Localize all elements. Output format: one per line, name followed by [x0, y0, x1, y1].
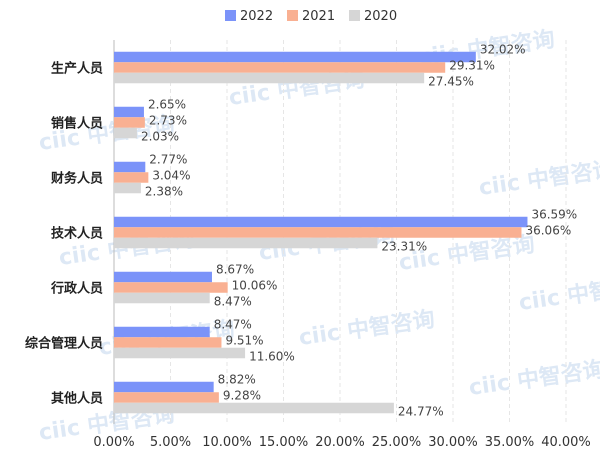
data-label: 9.28% — [223, 389, 261, 403]
data-label: 24.77% — [398, 405, 444, 419]
bar — [114, 347, 246, 359]
x-tick-label: 40.00% — [541, 435, 591, 450]
bar — [114, 392, 219, 403]
category-label: 技术人员 — [51, 226, 103, 242]
data-label: 8.47% — [214, 295, 252, 309]
category-label: 行政人员 — [50, 281, 103, 297]
bar — [114, 237, 378, 249]
category-label: 生产人员 — [51, 61, 103, 77]
x-tick-label: 5.00% — [150, 435, 191, 450]
data-label: 27.45% — [428, 75, 474, 89]
bar — [114, 161, 146, 173]
bar — [114, 172, 149, 183]
category-label: 销售人员 — [51, 116, 103, 132]
bar — [114, 62, 446, 73]
bar — [114, 402, 394, 414]
x-tick-label: 25.00% — [372, 435, 422, 450]
bar — [114, 117, 145, 128]
data-label: 2.73% — [149, 114, 187, 128]
data-label: 2.65% — [148, 98, 186, 112]
x-tick-label: 15.00% — [259, 435, 309, 450]
x-tick-label: 0.00% — [93, 435, 134, 450]
bar — [114, 127, 137, 139]
data-label: 10.06% — [232, 279, 278, 293]
category-label: 综合管理人员 — [25, 336, 103, 352]
bar — [114, 271, 212, 283]
bar — [114, 227, 522, 238]
data-label: 32.02% — [480, 43, 526, 57]
legend-swatch — [287, 10, 298, 21]
legend-swatch — [225, 10, 236, 21]
data-label: 11.60% — [249, 350, 295, 364]
watermark-text: ciic 中智咨询 — [397, 231, 536, 276]
x-tick-label: 35.00% — [485, 435, 535, 450]
bar — [114, 216, 528, 228]
x-tick-label: 10.00% — [202, 435, 252, 450]
data-label: 29.31% — [449, 59, 495, 73]
data-label: 2.77% — [149, 153, 187, 167]
data-label: 23.31% — [381, 240, 427, 254]
bar — [114, 326, 210, 338]
data-label: 8.82% — [218, 373, 256, 387]
category-label: 财务人员 — [51, 171, 103, 187]
data-label: 36.06% — [525, 224, 571, 238]
watermark-text: ciic 中智咨询 — [477, 156, 600, 201]
x-tick-label: 30.00% — [428, 435, 478, 450]
legend-label: 2022 — [240, 9, 273, 24]
watermark-text: ciic 中智咨询 — [467, 356, 600, 401]
data-label: 2.38% — [145, 185, 183, 199]
legend-label: 2021 — [302, 9, 335, 24]
bar — [114, 106, 144, 118]
data-label: 9.51% — [225, 334, 263, 348]
legend-swatch — [349, 10, 360, 21]
watermark-text: ciic 中智咨询 — [297, 306, 436, 351]
x-tick-label: 20.00% — [315, 435, 365, 450]
data-label: 36.59% — [531, 208, 577, 222]
bar — [114, 292, 210, 304]
data-label: 8.47% — [214, 318, 252, 332]
data-label: 8.67% — [216, 263, 254, 277]
watermark-text: ciic 中智咨询 — [517, 271, 600, 316]
bar — [114, 182, 141, 194]
bar — [114, 282, 228, 293]
legend-label: 2020 — [364, 9, 397, 24]
bar — [114, 381, 214, 393]
data-label: 2.03% — [141, 130, 179, 144]
bar — [114, 337, 222, 348]
category-label: 其他人员 — [51, 391, 103, 407]
bar — [114, 51, 476, 63]
data-label: 3.04% — [152, 169, 190, 183]
bar — [114, 72, 425, 84]
